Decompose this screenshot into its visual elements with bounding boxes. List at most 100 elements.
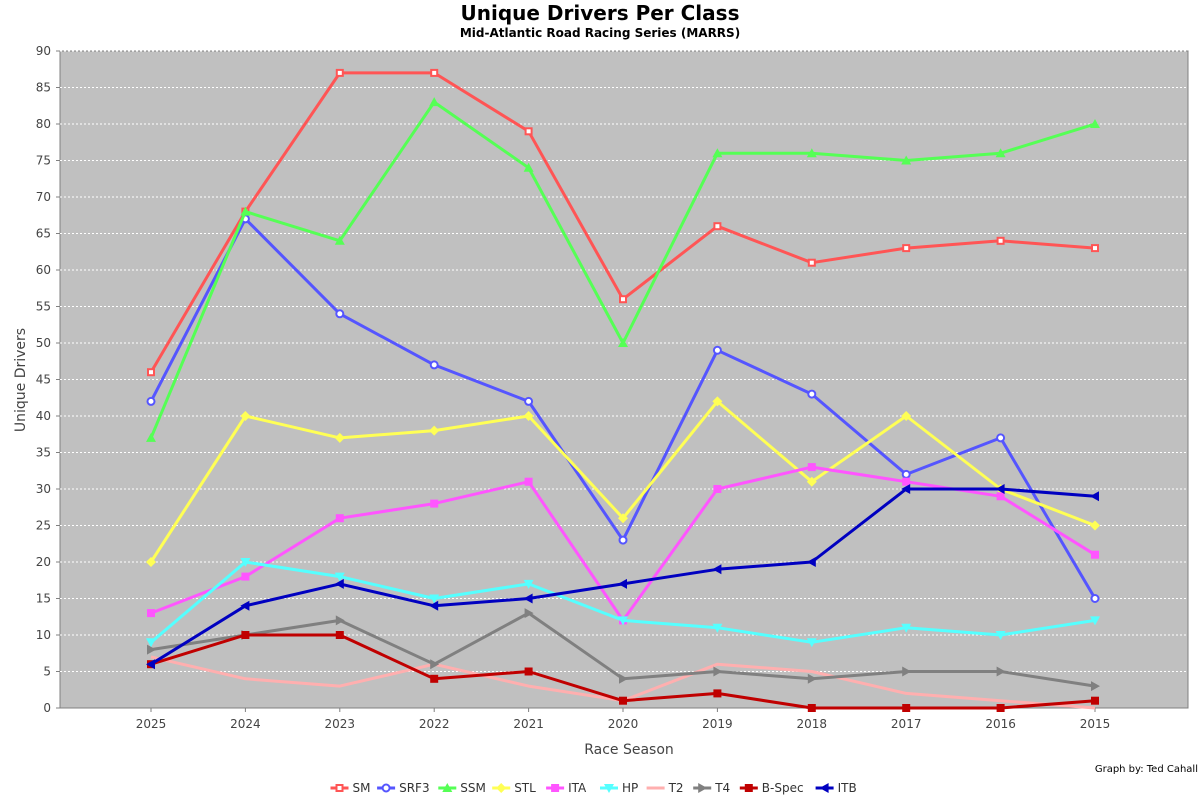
y-axis-ticks: 0 5 10 15 20 25 30 35 40 45 50 55 60 65 70 75 80 85 90 [36,44,60,715]
data-point [807,673,817,684]
y-tick-label: 60 [36,263,51,277]
data-point [619,673,628,684]
data-point [240,411,251,421]
x-tick-label: 2019 [702,717,733,731]
legend-item: T2 [646,781,684,795]
legend-item: ITB [815,781,857,795]
data-point [429,594,440,604]
legend-label: ITB [838,781,857,795]
legend-label: HP [622,781,638,795]
data-point [430,68,439,77]
data-point [902,477,911,486]
legend-label: ITA [568,781,587,795]
data-point [902,666,912,677]
legend-label: B-Spec [762,781,804,795]
data-point [335,615,345,626]
data-point [523,593,533,604]
data-point [996,433,1006,443]
data-point [1090,594,1100,603]
data-point [146,432,156,442]
data-point [240,558,251,567]
chart-subtitle: Mid-Atlantic Road Racing Series (MARRS) [460,26,740,40]
data-point [430,674,439,683]
data-point [995,484,1005,494]
data-point [241,631,250,639]
data-point [523,579,534,589]
legend-label: T4 [714,781,730,795]
data-point [619,295,627,304]
data-point [618,616,628,626]
data-point [1091,550,1099,559]
data-point [429,425,440,436]
data-point [618,338,628,347]
series-b-spec [147,631,1099,712]
legend-item: T4 [693,781,730,795]
y-tick-label: 20 [36,555,51,569]
y-tick-label: 45 [36,373,51,387]
series-srf3 [146,214,1100,603]
y-tick-label: 10 [36,628,51,642]
data-point [334,235,345,245]
legend-label: SRF3 [399,781,430,795]
y-tick-label: 65 [36,227,51,241]
data-point [524,667,533,676]
data-point [902,704,911,712]
legend-marker [551,784,560,792]
data-point [241,572,250,581]
series-sm [147,68,1099,377]
data-point [996,704,1005,712]
data-point [806,638,817,648]
y-tick-label: 30 [36,482,51,496]
y-tick-label: 0 [43,701,51,715]
data-point [901,155,912,165]
data-point [430,659,440,670]
series-itb [146,484,1099,670]
data-point [1090,119,1100,128]
x-tick-label: 2015 [1080,717,1111,731]
x-axis-label: Race Season [584,742,674,758]
data-point [335,309,345,319]
legend-item: SSM [438,781,486,795]
data-point [806,476,817,487]
data-point [713,689,722,698]
graph-credit: Graph by: Ted Cahall [1095,764,1198,775]
data-point [807,258,816,267]
y-tick-label: 90 [36,44,51,58]
data-point [335,514,344,523]
x-axis-ticks: 2025 2024 2023 2022 2021 2020 2019 2018 2017 2016… [136,708,1111,731]
series-t4 [147,608,1100,692]
series-stl [146,396,1100,567]
data-point [146,659,155,670]
y-tick-label: 50 [36,336,51,350]
data-point [996,236,1005,245]
data-point [146,557,156,567]
legend-marker [381,783,391,793]
data-point [712,623,723,633]
data-point [713,222,722,231]
x-tick-label: 2020 [608,717,639,731]
y-tick-label: 75 [36,154,51,168]
legend-marker [335,784,344,792]
data-point [524,477,533,486]
y-tick-label: 35 [36,446,51,460]
legend-item: SRF3 [377,781,430,795]
data-point [713,485,722,493]
legend: SM SRF3 SSM STL ITA HP T2 T4 B-Spec ITB [330,781,857,795]
legend-item: B-Spec [739,781,804,795]
y-tick-label: 40 [36,409,51,423]
data-point [429,360,439,370]
data-point [1091,696,1099,705]
legend-item: SM [330,781,370,795]
data-point [146,638,156,648]
legend-label: T2 [668,781,684,795]
chart-title: Unique Drivers Per Class [461,1,740,25]
data-point [1091,244,1099,253]
data-point [901,411,912,421]
legend-marker [819,783,829,793]
legend-marker [442,783,453,792]
legend-marker [604,784,614,793]
data-point [901,484,911,494]
legend-label: STL [514,781,536,795]
data-point [1090,616,1100,626]
